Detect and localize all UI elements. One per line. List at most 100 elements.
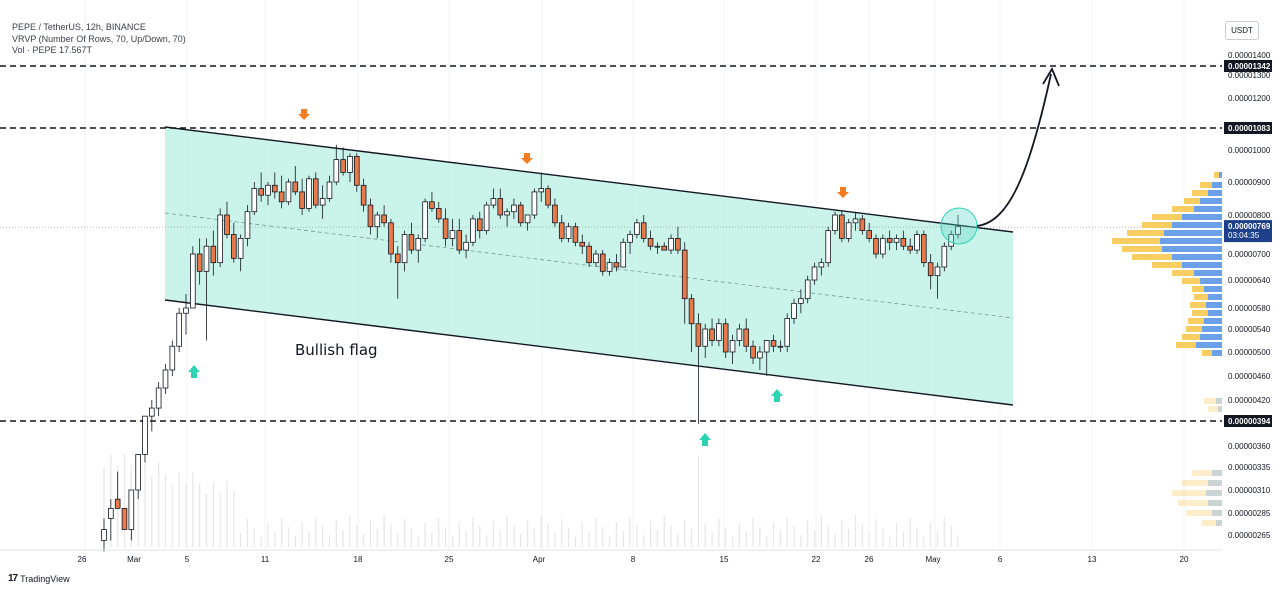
candle: [265, 182, 271, 206]
profile-row-up: [1212, 350, 1222, 356]
volume-bar: [499, 530, 501, 547]
profile-row-up: [1206, 490, 1222, 496]
candle: [702, 323, 709, 358]
candle: [203, 238, 210, 341]
volume-bar: [786, 517, 788, 547]
volume-bar: [267, 523, 269, 547]
candle: [791, 298, 797, 324]
currency-button[interactable]: USDT: [1225, 21, 1259, 40]
volume-bar: [137, 476, 139, 547]
volume-bar: [540, 515, 542, 547]
profile-row-up: [1212, 182, 1222, 188]
volume-bar: [759, 527, 761, 547]
profile-row: [1202, 520, 1222, 526]
volume-bar: [861, 524, 863, 547]
candle: [442, 208, 449, 247]
candle: [921, 230, 927, 267]
volume-bar: [800, 535, 802, 547]
profile-row: [1192, 310, 1222, 316]
volume-bar: [820, 516, 822, 547]
profile-row-up: [1182, 214, 1222, 220]
volume-bar: [260, 537, 262, 547]
volume-bar: [622, 531, 624, 547]
candle: [333, 144, 340, 186]
volume-bar: [779, 531, 781, 547]
candle: [893, 234, 900, 251]
candle: [449, 218, 456, 247]
price-tick: 0.00000640: [1228, 276, 1271, 285]
svg-text:03:04:35: 03:04:35: [1228, 231, 1260, 240]
candle: [190, 246, 196, 309]
profile-row-up: [1200, 334, 1222, 340]
candle: [599, 250, 606, 276]
price-tick: 0.00000285: [1228, 509, 1271, 518]
profile-row-up: [1164, 230, 1222, 236]
price-tick: 0.00000500: [1228, 348, 1271, 357]
volume-bar: [841, 520, 843, 547]
candle: [388, 218, 394, 263]
candle: [565, 222, 572, 243]
volume-bar: [369, 520, 372, 547]
candle: [709, 318, 715, 347]
candle: [777, 340, 784, 352]
candle: [818, 258, 825, 276]
volume-bar: [950, 526, 952, 547]
candle: [558, 215, 565, 243]
candle: [483, 201, 490, 235]
volume-bar: [738, 523, 740, 547]
volume-bar: [424, 523, 426, 547]
candle: [258, 172, 264, 202]
level-label: 0.00001083: [1228, 124, 1271, 133]
candle: [456, 218, 463, 254]
indicator-line[interactable]: VRVP (Number Of Rows, 70, Up/Down, 70): [12, 33, 186, 44]
volume-bar: [192, 472, 194, 547]
candle: [914, 230, 920, 254]
volume-bar: [752, 518, 754, 547]
volume-profile: [1112, 172, 1222, 526]
volume-bar: [902, 532, 904, 547]
volume-bar: [171, 485, 173, 547]
candle: [852, 211, 859, 231]
volume-line[interactable]: Vol · PEPE 17.567T: [12, 45, 93, 55]
level-label: 0.00001342: [1228, 62, 1271, 71]
candle: [319, 185, 326, 219]
price-tick: 0.00000265: [1228, 531, 1271, 540]
profile-row-up: [1162, 246, 1222, 252]
candle: [367, 198, 374, 235]
time-tick: 8: [631, 555, 636, 564]
volume-bar: [417, 537, 419, 547]
time-tick: 15: [720, 555, 729, 564]
symbol-line[interactable]: PEPE / TetherUS, 12h, BINANCE: [12, 22, 146, 32]
profile-row-up: [1208, 500, 1222, 506]
tradingview-brand[interactable]: 17 TradingView: [8, 573, 70, 584]
price-tick: 0.00001300: [1228, 71, 1271, 80]
volume-bar: [322, 526, 324, 547]
candle: [155, 382, 162, 417]
volume-bar: [807, 521, 809, 547]
candle: [121, 507, 128, 530]
volume-bar: [376, 529, 378, 547]
volume-bar: [328, 535, 331, 547]
price-axis: [1222, 0, 1280, 550]
candle: [176, 308, 182, 352]
candle: [552, 198, 558, 227]
candle: [271, 172, 278, 199]
flag-annotation: Bullish flag: [295, 341, 378, 359]
volume-bar: [533, 529, 536, 547]
time-tick: Apr: [533, 555, 546, 564]
candle: [306, 175, 312, 212]
candle: [490, 188, 497, 209]
candle: [716, 318, 722, 347]
time-tick: 26: [78, 555, 87, 564]
profile-row: [1192, 190, 1222, 196]
price-tick: 0.00000800: [1228, 211, 1271, 220]
candle: [394, 246, 401, 299]
candle: [183, 294, 189, 335]
volume-bar: [554, 533, 556, 547]
profile-row-up: [1200, 278, 1222, 284]
sell-arrow-icon: [521, 153, 533, 164]
volume-bar: [363, 534, 365, 547]
candle: [722, 318, 729, 358]
price-tick: 0.00000900: [1228, 178, 1271, 187]
